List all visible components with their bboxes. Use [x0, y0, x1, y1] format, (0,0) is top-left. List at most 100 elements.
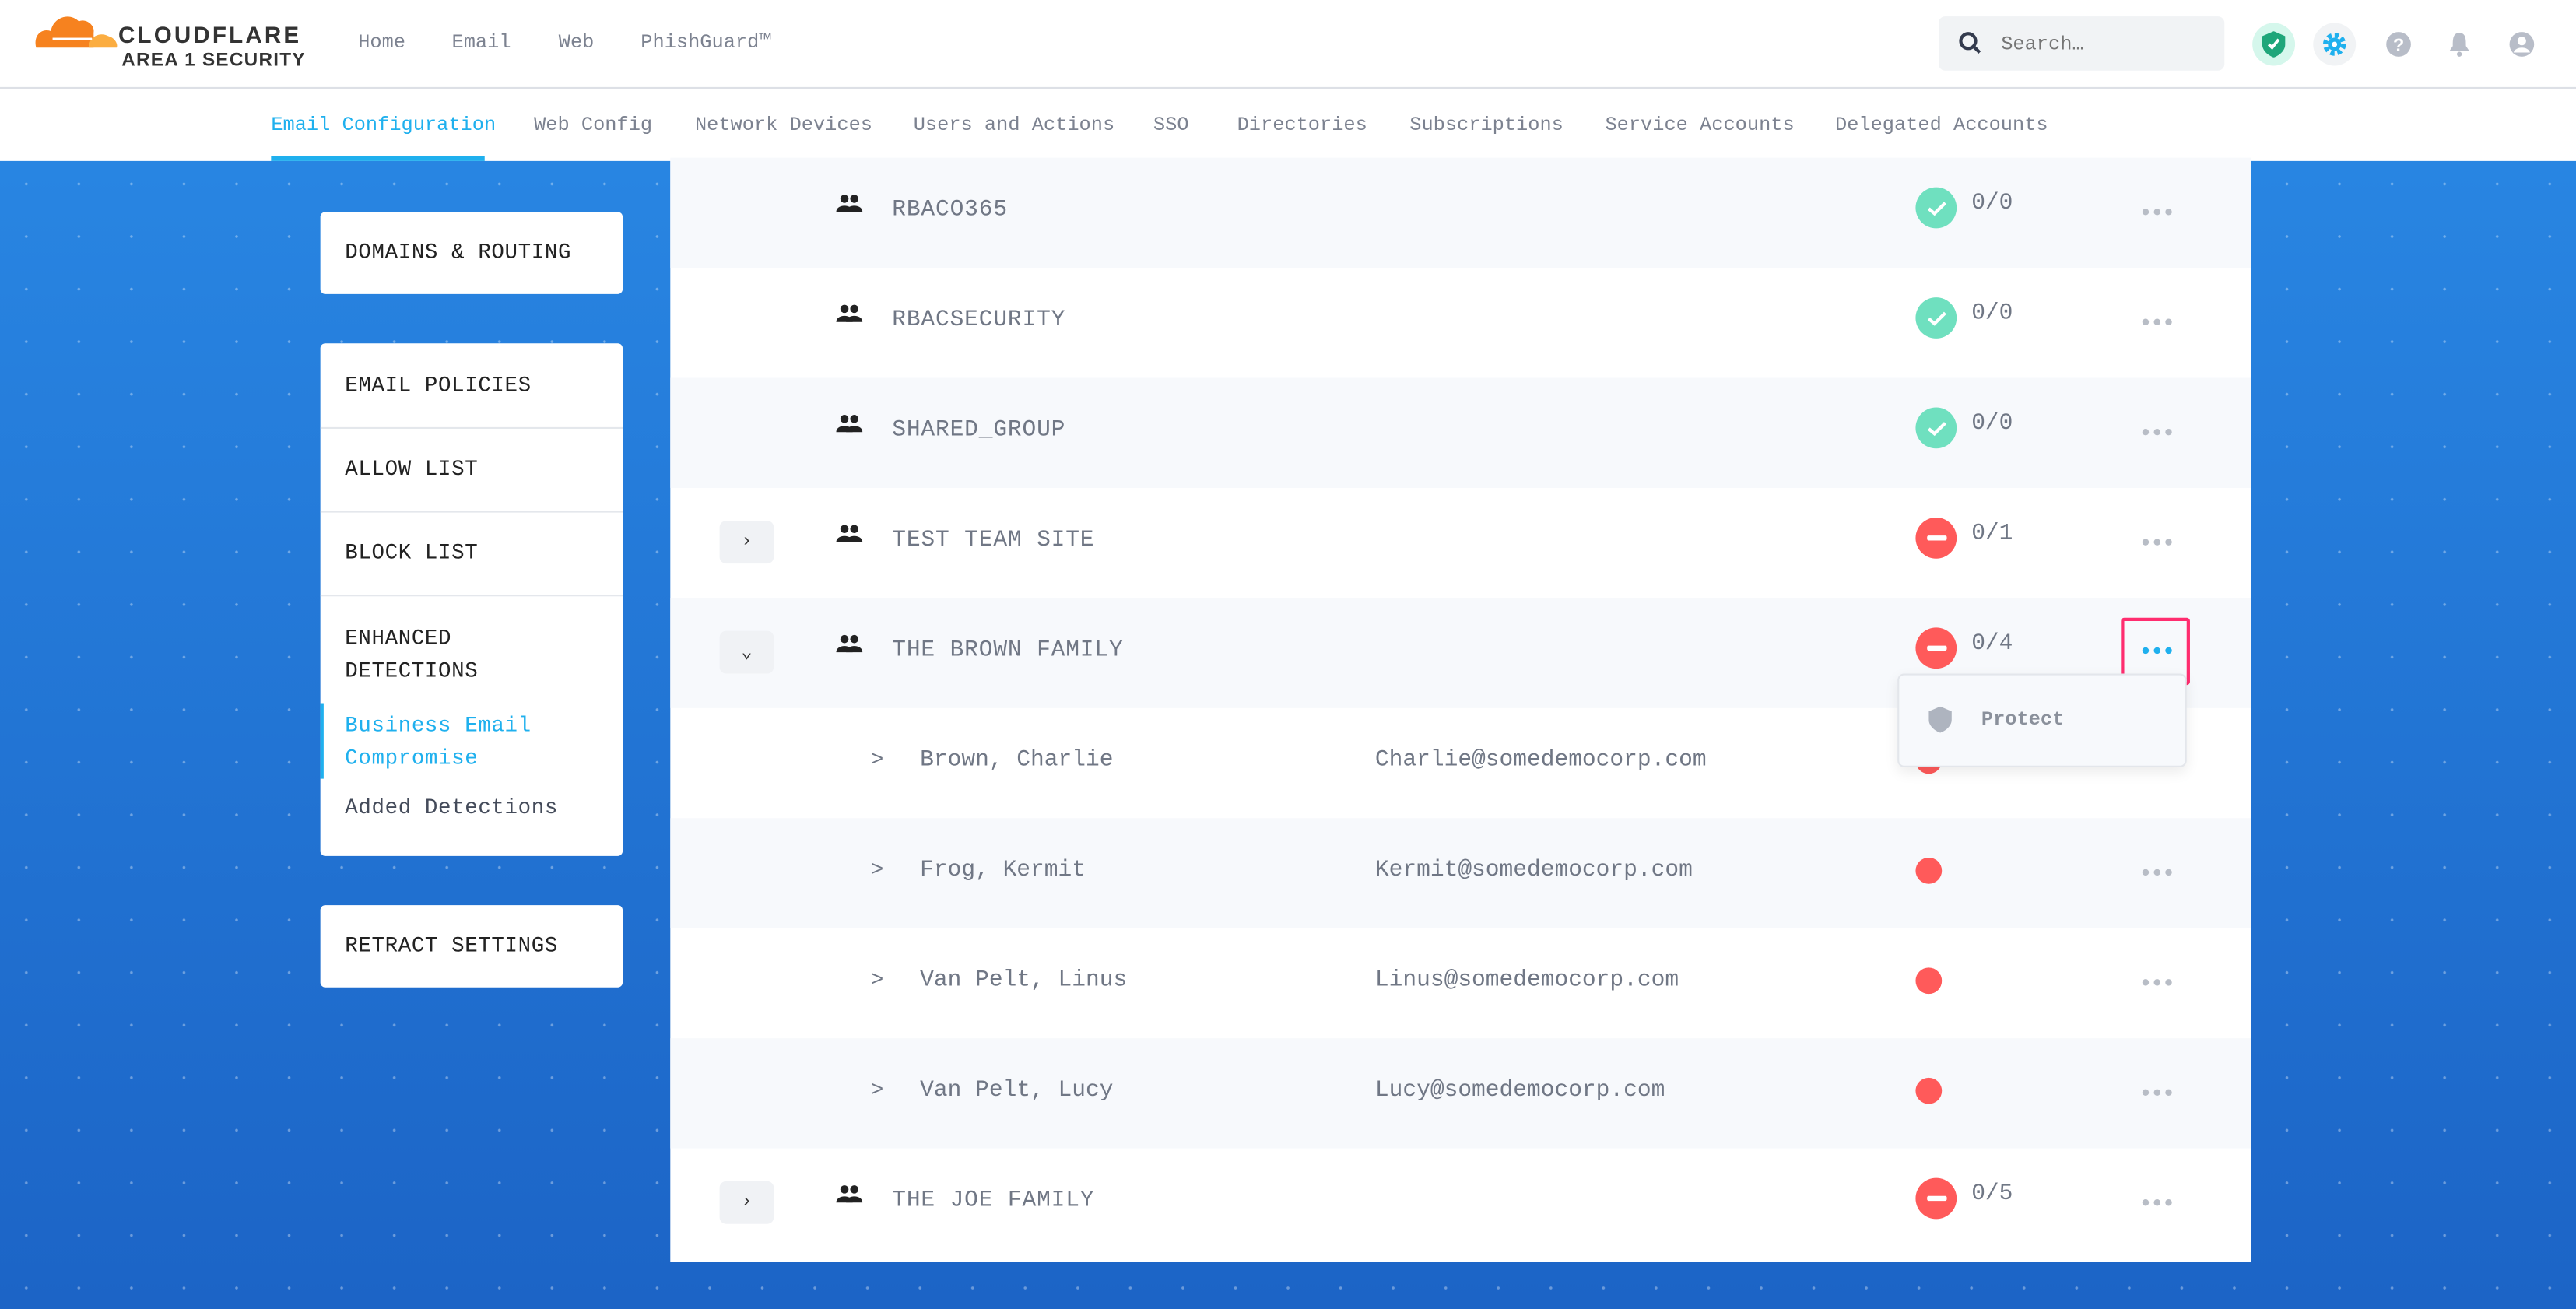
gear-icon[interactable]: [2313, 23, 2357, 66]
help-icon[interactable]: ?: [2378, 23, 2420, 66]
sidebar-block-list[interactable]: BLOCK LIST: [345, 540, 479, 566]
tab-service-accounts[interactable]: Service Accounts: [1605, 113, 1795, 137]
row-actions-button[interactable]: [2132, 964, 2181, 1000]
shield-check-icon[interactable]: [2252, 23, 2296, 66]
sidebar-enhanced-detections[interactable]: ENHANCED DETECTIONS: [345, 626, 479, 684]
group-icon: [836, 1185, 863, 1203]
row-actions-button[interactable]: [2132, 1184, 2181, 1220]
search-box[interactable]: [1938, 16, 2225, 71]
tab-subscriptions[interactable]: Subscriptions: [1409, 113, 1563, 137]
protected-count: 0/0: [1971, 410, 2013, 437]
row-actions-button[interactable]: [2132, 524, 2181, 560]
group-name: TEST TEAM SITE: [892, 527, 1095, 554]
sidebar-allow-list[interactable]: ALLOW LIST: [345, 456, 479, 482]
user-avatar-icon[interactable]: [2501, 23, 2543, 66]
group-name: SHARED_GROUP: [892, 417, 1066, 444]
member-row[interactable]: > Frog, Kermit Kermit@somedemocorp.com: [670, 818, 2251, 928]
protected-count: 0/0: [1971, 190, 2013, 217]
row-actions-button-active[interactable]: [2132, 633, 2181, 669]
member-name: Frog, Kermit: [920, 857, 1086, 884]
nav-phishguard[interactable]: PhishGuard™: [640, 31, 771, 54]
sidebar-domains-routing[interactable]: DOMAINS & ROUTING: [320, 212, 623, 294]
check-status-icon: [1915, 187, 1957, 229]
chevron-right-icon[interactable]: >: [870, 857, 884, 883]
bell-icon[interactable]: [2438, 23, 2481, 66]
tab-directories[interactable]: Directories: [1237, 113, 1367, 137]
row-actions-button[interactable]: [2132, 855, 2181, 890]
row-actions-button[interactable]: [2132, 194, 2181, 230]
cloud-logo-icon: [35, 16, 118, 48]
row-actions-button[interactable]: [2132, 1075, 2181, 1111]
member-email: Kermit@somedemocorp.com: [1374, 857, 1693, 884]
nav-web[interactable]: Web: [558, 31, 595, 54]
group-icon: [836, 525, 863, 542]
blocked-status-icon: [1915, 627, 1957, 669]
member-email: Lucy@somedemocorp.com: [1374, 1077, 1665, 1104]
member-email: Linus@somedemocorp.com: [1374, 967, 1679, 995]
nav-home[interactable]: Home: [358, 31, 406, 54]
collapse-button[interactable]: ⌄: [719, 630, 774, 674]
groups-table: RBACO365 0/0 RBACSECURITY 0/0 SHARED_GROUP 0/…: [670, 157, 2251, 1262]
unprotected-status-dot: [1915, 857, 1943, 884]
config-tabs: Email Configuration Web Config Network D…: [0, 88, 2576, 161]
protected-count: 0/0: [1971, 300, 2013, 328]
group-row[interactable]: › TEST TEAM SITE 0/1: [670, 488, 2251, 598]
unprotected-status-dot: [1915, 1077, 1943, 1104]
sidebar-added-detections[interactable]: Added Detections: [345, 795, 558, 820]
chevron-right-icon[interactable]: >: [870, 967, 884, 993]
active-tab-underline: [271, 156, 485, 161]
group-row[interactable]: RBACSECURITY 0/0: [670, 268, 2251, 377]
tab-delegated-accounts[interactable]: Delegated Accounts: [1834, 113, 2048, 137]
member-name: Van Pelt, Linus: [920, 967, 1128, 995]
sidebar-policies-card: EMAIL POLICIES ALLOW LIST BLOCK LIST ENH…: [320, 343, 623, 856]
member-name: Van Pelt, Lucy: [920, 1077, 1114, 1104]
group-name: RBACO365: [892, 197, 1008, 224]
protected-count: 0/4: [1971, 630, 2013, 658]
expand-button[interactable]: ›: [719, 521, 774, 564]
tab-email-configuration[interactable]: Email Configuration: [271, 113, 497, 137]
sidebar-retract-settings[interactable]: RETRACT SETTINGS: [320, 905, 623, 988]
cloudflare-logo[interactable]: CLOUDFLARE AREA 1 SECURITY: [33, 9, 305, 71]
group-name: THE JOE FAMILY: [892, 1188, 1095, 1215]
top-header: CLOUDFLARE AREA 1 SECURITY Home Email We…: [0, 0, 2576, 89]
unprotected-status-dot: [1915, 967, 1943, 995]
member-email: Charlie@somedemocorp.com: [1374, 747, 1707, 774]
svg-text:?: ?: [2393, 34, 2404, 54]
row-actions-button[interactable]: [2132, 414, 2181, 450]
check-status-icon: [1915, 297, 1957, 339]
tab-web-config[interactable]: Web Config: [534, 113, 653, 137]
blocked-status-icon: [1915, 1177, 1957, 1220]
sidebar-business-email-compromise[interactable]: Business Email Compromise: [345, 713, 532, 771]
protected-count: 0/1: [1971, 521, 2013, 547]
tab-sso[interactable]: SSO: [1153, 113, 1189, 137]
tab-users-and-actions[interactable]: Users and Actions: [913, 113, 1115, 137]
group-icon: [836, 195, 863, 212]
row-actions-button[interactable]: [2132, 304, 2181, 340]
group-icon: [836, 304, 863, 322]
chevron-right-icon[interactable]: >: [870, 747, 884, 773]
search-icon: [1959, 32, 1981, 54]
shield-icon: [1928, 706, 1952, 733]
tab-network-devices[interactable]: Network Devices: [694, 113, 873, 137]
check-status-icon: [1915, 407, 1957, 449]
group-icon: [836, 415, 863, 433]
expand-button[interactable]: ›: [719, 1181, 774, 1224]
group-row[interactable]: RBACO365 0/0: [670, 157, 2251, 268]
group-row[interactable]: › THE JOE FAMILY 0/5: [670, 1149, 2251, 1258]
menu-item-protect[interactable]: Protect: [1899, 676, 2185, 766]
active-indicator: [320, 703, 324, 779]
nav-email[interactable]: Email: [451, 31, 511, 54]
search-input[interactable]: [1997, 26, 2202, 63]
protected-count: 0/5: [1971, 1181, 2013, 1208]
blocked-status-icon: [1915, 517, 1957, 559]
group-name: THE BROWN FAMILY: [892, 637, 1124, 664]
member-name: Brown, Charlie: [920, 747, 1114, 774]
sidebar-email-policies[interactable]: EMAIL POLICIES: [345, 373, 532, 398]
member-row[interactable]: > Van Pelt, Linus Linus@somedemocorp.com: [670, 928, 2251, 1038]
member-row[interactable]: > Van Pelt, Lucy Lucy@somedemocorp.com: [670, 1038, 2251, 1149]
group-icon: [836, 634, 863, 653]
chevron-right-icon[interactable]: >: [870, 1077, 884, 1103]
group-name: RBACSECURITY: [892, 307, 1066, 334]
actions-dropdown: Protect: [1897, 673, 2187, 767]
group-row[interactable]: SHARED_GROUP 0/0: [670, 377, 2251, 488]
